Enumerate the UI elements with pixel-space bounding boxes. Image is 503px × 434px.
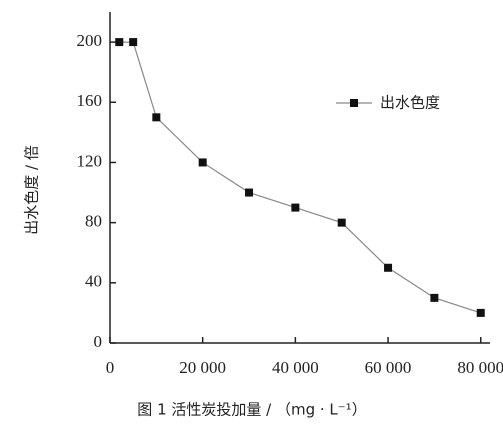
x-tick-label: 0 — [106, 358, 115, 377]
caption: 图 1 活性炭投加量 / （mg · L⁻¹） — [137, 401, 366, 419]
legend-label: 出水色度 — [380, 94, 440, 112]
point — [115, 38, 124, 47]
y-tick-label: 40 — [85, 272, 102, 291]
point — [476, 308, 485, 317]
legend-marker — [350, 99, 358, 107]
x-tick-label: 80 000 — [457, 358, 503, 377]
point — [384, 263, 393, 272]
x-tick-label: 40 000 — [272, 358, 319, 377]
y-tick-label: 80 — [85, 212, 102, 231]
point — [198, 158, 207, 167]
x-tick-label: 20 000 — [179, 358, 226, 377]
x-tick-label: 60 000 — [365, 358, 412, 377]
y-tick-label: 0 — [94, 332, 103, 351]
y-tick-label: 200 — [77, 31, 103, 50]
point — [245, 188, 254, 197]
point — [291, 203, 300, 212]
point — [152, 113, 161, 122]
y-tick-label: 120 — [77, 151, 103, 170]
point — [430, 293, 439, 302]
point — [129, 38, 138, 47]
series-line — [119, 41, 481, 314]
y-axis-label: 出水色度 / 倍 — [23, 145, 41, 235]
y-tick-label: 160 — [77, 91, 103, 110]
point — [337, 218, 346, 227]
